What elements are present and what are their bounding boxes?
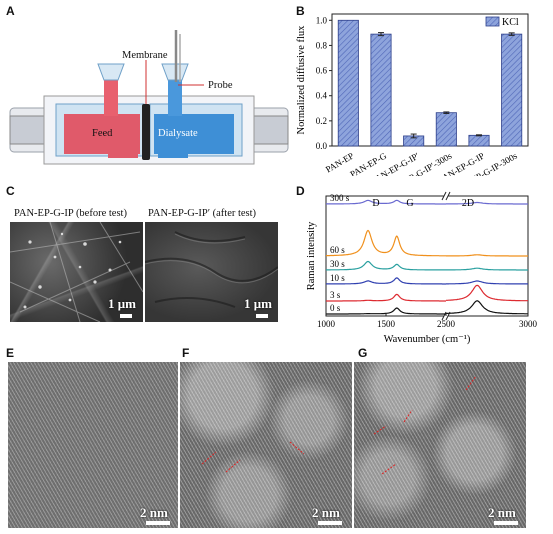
spectrum-line <box>446 280 529 285</box>
y-tick-label: 0.4 <box>316 91 328 101</box>
sem-right-scale-label: 1 μm <box>244 296 272 311</box>
tem-image-e <box>8 362 178 528</box>
sem-fiber-texture <box>10 222 143 322</box>
bar <box>370 33 392 147</box>
bar-chart-diffusive-flux: 0.00.20.40.60.81.0 PAN-EPPAN-EP-GPAN-EP-… <box>296 13 529 176</box>
x-tick-label: 1000 <box>317 319 336 329</box>
spectrum-line <box>446 300 528 315</box>
x-tick-label: 3000 <box>519 319 538 329</box>
sem-left-caption: PAN-EP-G-IP (before test) <box>14 208 127 219</box>
panel-label-b: B <box>296 4 305 18</box>
tem-e-scale-label: 2 nm <box>140 505 168 520</box>
membrane-shape <box>142 104 150 160</box>
spectrum-label: 10 s <box>330 273 345 283</box>
x-tick-label: 1500 <box>377 319 396 329</box>
y-axis-label: Normalized diffusive flux <box>296 25 307 135</box>
y-tick-label: 1.0 <box>316 15 328 25</box>
peak-label-g: G <box>406 198 413 209</box>
peak-label-2d: 2D <box>462 198 474 209</box>
sem-right-caption: PAN-EP-G-IP′ (after test) <box>148 208 257 219</box>
tem-f-scale-label: 2 nm <box>312 505 340 520</box>
y-axis-label: Raman intensity <box>306 221 317 290</box>
spectrum-line <box>446 267 528 271</box>
bar <box>501 33 523 147</box>
legend-label: KCl <box>502 17 519 28</box>
tem-g-scale-bar <box>494 521 518 525</box>
peak-label-d: D <box>372 198 379 209</box>
spectrum-line <box>326 229 446 257</box>
sem-left-scale-label: 1 μm <box>108 296 136 311</box>
spectrum-label: 300 s <box>330 193 350 203</box>
spectrum-line <box>326 293 446 302</box>
raman-spectra-chart: 300 s 60 s 30 s 10 s 3 s 0 s 1000 1500 2500 3000… <box>306 191 538 345</box>
spectrum-line <box>326 277 446 285</box>
panel-label-c: C <box>6 184 15 198</box>
sem-left-scale-bar <box>120 314 132 318</box>
spectrum-line <box>446 201 528 205</box>
y-tick-label: 0.2 <box>316 116 327 126</box>
bar <box>435 112 457 147</box>
sem-image-after <box>145 222 278 322</box>
sem-right-scale-bar <box>256 314 268 318</box>
y-tick-label: 0.6 <box>316 66 328 76</box>
diffusion-cell-diagram <box>9 30 289 165</box>
spectrum-line <box>446 254 528 257</box>
bar <box>337 19 359 147</box>
tem-image-f <box>180 362 352 528</box>
panel-label-g: G <box>358 346 368 360</box>
panel-label-e: E <box>6 346 15 360</box>
tem-f-scale-bar <box>318 521 342 525</box>
sem-image-before <box>10 222 143 322</box>
legend-swatch <box>485 16 500 27</box>
tem-g-scale-label: 2 nm <box>488 505 516 520</box>
spectrum-label: 3 s <box>330 290 341 300</box>
panel-label-f: F <box>182 346 190 360</box>
x-axis-label: Wavenumber (cm⁻¹) <box>384 334 471 345</box>
dialysate-label: Dialysate <box>158 128 198 139</box>
feed-label: Feed <box>92 128 113 139</box>
spectrum-label: 30 s <box>330 259 345 269</box>
tem-e-scale-bar <box>146 521 170 525</box>
tem-image-g <box>354 362 526 528</box>
spectrum-label: 60 s <box>330 245 345 255</box>
x-tick-label: 2500 <box>437 319 456 329</box>
spectrum-line <box>446 284 528 302</box>
spectrum-line <box>326 260 446 271</box>
tem-f-defect-arrows <box>201 441 305 473</box>
spectrum-label: 0 s <box>330 303 341 313</box>
y-tick-label: 0.0 <box>316 141 328 151</box>
membrane-label: Membrane <box>122 50 168 61</box>
bar <box>468 134 490 147</box>
panel-label-d: D <box>296 184 305 198</box>
panel-label-a: A <box>6 4 15 18</box>
spectrum-line <box>326 199 446 205</box>
sem-smooth-texture <box>145 231 278 308</box>
plot-frame <box>331 13 529 147</box>
probe-label: Probe <box>208 80 233 91</box>
y-tick-label: 0.8 <box>316 40 328 50</box>
tem-g-defect-arrows <box>373 375 477 475</box>
